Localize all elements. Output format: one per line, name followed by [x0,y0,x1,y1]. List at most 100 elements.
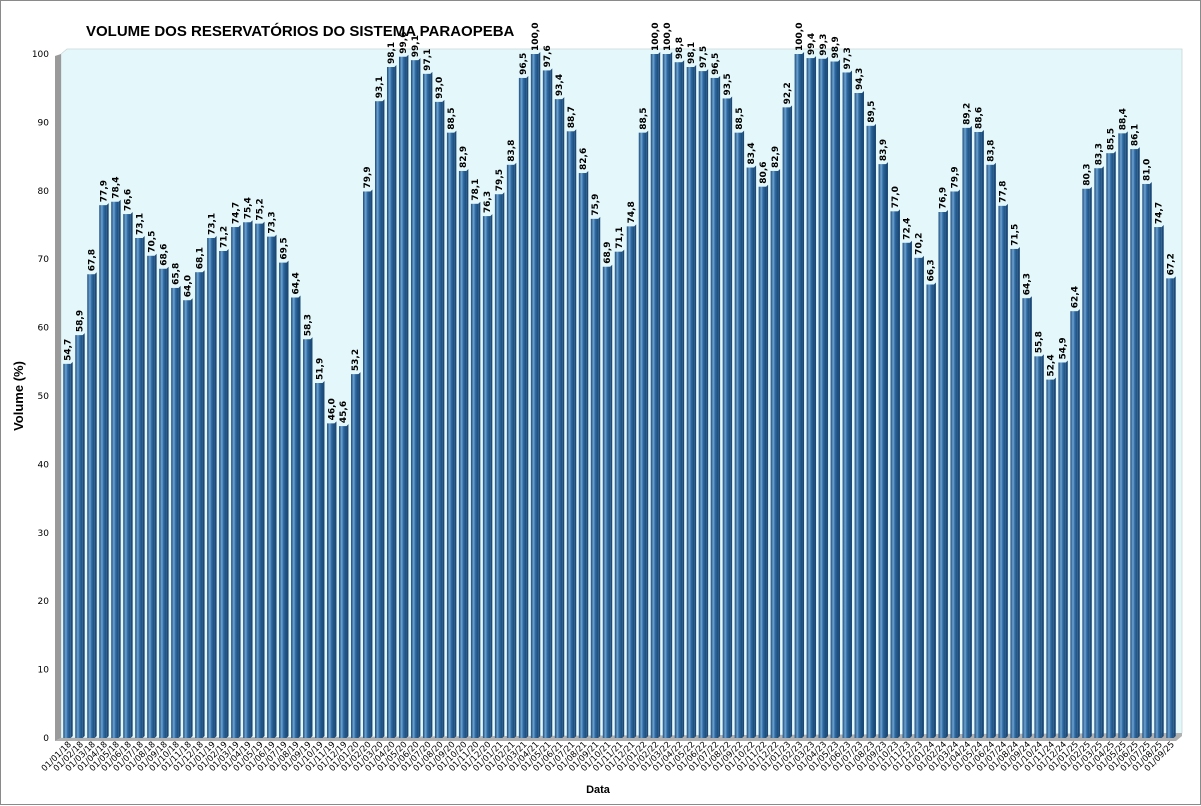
bar-side [921,255,924,738]
bar [530,54,539,738]
bar-side [190,298,193,738]
data-label: 74,8 [627,201,637,223]
bar [159,268,167,738]
bar-side [214,235,217,738]
bar [183,300,191,738]
data-label: 88,7 [567,106,577,128]
bar [482,216,491,739]
data-label: 99,6 [399,31,409,53]
bar [734,132,743,738]
data-label: 94,3 [855,68,865,90]
bar [87,274,95,738]
data-label: 83,8 [507,140,517,162]
bar-side [862,90,865,739]
data-label: 96,5 [519,53,529,75]
bar-side [1137,147,1140,739]
bar [410,60,419,739]
data-label: 70,5 [147,231,157,253]
data-label: 71,1 [615,226,625,248]
y-tick-label: 90 [38,118,50,128]
bar [1130,149,1138,738]
bar-side [826,56,829,738]
data-label: 79,5 [495,169,505,191]
bar [111,201,119,739]
bar [99,205,107,738]
plot-area: 010203040506070809010054,701/01/1858,901… [32,23,1183,774]
bar [375,101,383,738]
bar-side [274,234,277,739]
y-axis-title: Volume (%) [11,361,26,431]
bar-side [142,235,145,738]
data-label: 70,2 [915,233,925,255]
data-label: 88,5 [447,107,457,129]
data-label: 100,0 [663,23,673,51]
bar [542,70,551,739]
data-label: 97,6 [543,45,553,67]
bar-side [130,212,133,738]
bar-side [550,68,553,738]
bar-side [634,224,637,739]
x-axis-title: Data [586,784,611,796]
bar-side [94,272,97,738]
bar [339,426,347,738]
bar-side [262,221,265,738]
bar-side [574,129,577,739]
data-label: 93,5 [723,73,733,95]
bar-side [1101,166,1104,738]
bar-side [538,52,541,738]
data-label: 98,8 [675,37,685,59]
bar-side [730,96,733,738]
bar [506,164,515,738]
bar [854,92,862,739]
y-tick-label: 30 [38,529,50,539]
bar-side [610,264,613,738]
bar [998,205,1006,739]
bar [279,262,287,738]
bar [974,131,982,739]
bar-side [1077,309,1080,738]
bar-side [418,58,421,738]
data-label: 83,4 [747,142,757,164]
bar-side [622,249,625,738]
data-label: 82,9 [771,146,781,168]
bar-side [442,99,445,738]
bar [662,54,671,738]
bar-side [790,105,793,739]
bar [363,191,371,739]
bar-side [838,59,841,739]
bar-side [226,248,229,738]
data-label: 82,6 [579,148,589,170]
y-tick-label: 70 [38,255,50,265]
bar-side [562,97,565,739]
bar [758,186,767,738]
bar [950,191,958,739]
data-label: 53,2 [351,349,361,371]
bar-side [969,125,972,738]
bar [267,236,275,738]
bar [171,287,179,738]
bar-side [166,266,169,738]
bar [255,223,263,738]
data-label: 99,4 [807,33,817,55]
bar-side [718,75,721,738]
bar [518,77,527,738]
bar-side [154,253,157,738]
data-label: 51,9 [315,358,325,380]
data-label: 98,9 [831,36,841,58]
data-label: 81,0 [1143,159,1153,181]
bar-side [682,60,685,738]
bar [638,132,647,738]
data-label: 97,5 [699,46,709,68]
bar-side [981,129,984,738]
bar-side [178,285,181,738]
bar-side [1017,246,1020,738]
bar-side [850,70,853,738]
data-label: 66,3 [927,259,937,281]
data-label: 97,3 [843,47,853,69]
data-label: 65,8 [171,263,181,285]
data-label: 75,4 [243,197,253,219]
bar [1022,298,1030,738]
data-label: 88,5 [735,107,745,129]
bar [1142,183,1150,738]
